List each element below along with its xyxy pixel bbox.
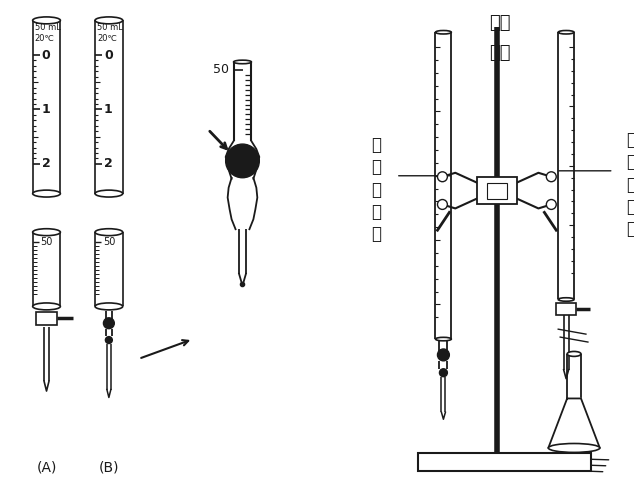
Ellipse shape xyxy=(558,30,574,34)
Ellipse shape xyxy=(33,17,60,24)
Ellipse shape xyxy=(95,229,123,236)
Text: 碱
式
滴
定
管: 碱 式 滴 定 管 xyxy=(371,136,381,243)
Ellipse shape xyxy=(95,190,123,197)
Text: 酸
式
滴
定
管: 酸 式 滴 定 管 xyxy=(626,131,634,238)
Circle shape xyxy=(547,200,556,210)
Text: 0: 0 xyxy=(104,48,113,61)
Ellipse shape xyxy=(436,337,451,341)
Bar xyxy=(477,177,517,205)
Ellipse shape xyxy=(33,229,60,236)
Bar xyxy=(418,453,592,471)
Text: 50: 50 xyxy=(212,63,229,76)
Ellipse shape xyxy=(567,351,581,356)
Circle shape xyxy=(226,144,259,178)
Text: 50: 50 xyxy=(103,237,115,247)
Text: 0: 0 xyxy=(42,48,50,61)
Bar xyxy=(36,312,58,325)
Text: 管夹: 管夹 xyxy=(489,44,510,62)
Circle shape xyxy=(105,337,112,343)
Circle shape xyxy=(439,369,448,377)
Ellipse shape xyxy=(233,60,252,64)
Ellipse shape xyxy=(558,298,574,301)
Circle shape xyxy=(437,349,450,361)
Ellipse shape xyxy=(548,444,600,453)
Ellipse shape xyxy=(436,30,451,34)
Bar xyxy=(487,183,507,199)
Circle shape xyxy=(547,172,556,182)
Text: 1: 1 xyxy=(104,103,113,116)
Circle shape xyxy=(437,200,448,210)
Bar xyxy=(556,303,576,315)
Text: 2: 2 xyxy=(104,157,113,170)
Text: 50: 50 xyxy=(41,237,53,247)
Ellipse shape xyxy=(95,17,123,24)
Circle shape xyxy=(437,172,448,182)
Text: 50 mL
20℃: 50 mL 20℃ xyxy=(35,23,60,43)
Ellipse shape xyxy=(33,303,60,310)
Text: 1: 1 xyxy=(42,103,50,116)
Text: 50 mL
20℃: 50 mL 20℃ xyxy=(97,23,123,43)
Text: 2: 2 xyxy=(42,157,50,170)
Text: (B): (B) xyxy=(99,461,119,475)
Polygon shape xyxy=(548,399,600,448)
Text: (A): (A) xyxy=(36,461,56,475)
Ellipse shape xyxy=(95,303,123,310)
Text: 滴定: 滴定 xyxy=(489,14,510,32)
Circle shape xyxy=(103,318,114,329)
Ellipse shape xyxy=(33,190,60,197)
